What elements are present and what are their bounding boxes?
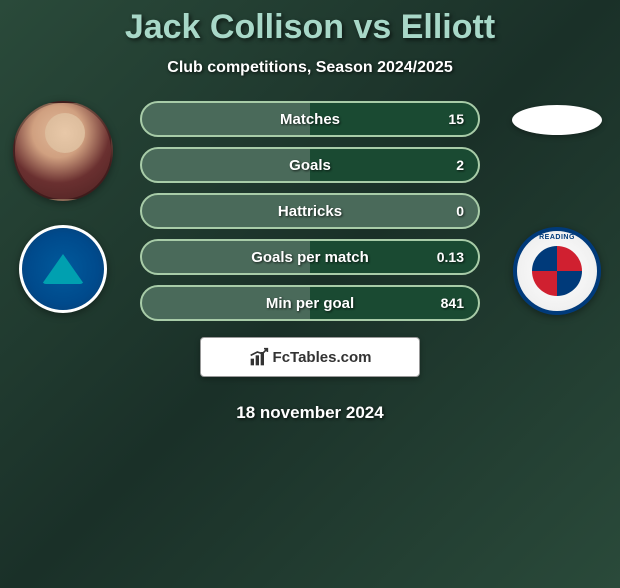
stat-row-hattricks: Hattricks 0 [140, 193, 480, 229]
bars-up-icon [249, 347, 269, 367]
stat-label: Goals per match [251, 249, 369, 266]
right-player-column: READING [502, 101, 612, 315]
stat-right-value: 2 [414, 157, 464, 173]
stat-row-goals: Goals 2 [140, 147, 480, 183]
left-club-badge [19, 225, 107, 313]
fctables-branding: FcTables.com [200, 337, 420, 377]
left-player-column [8, 101, 118, 313]
right-club-badge: READING [513, 227, 601, 315]
page-title: Jack Collison vs Elliott [0, 8, 620, 47]
stat-row-mpg: Min per goal 841 [140, 285, 480, 321]
fctables-label: FcTables.com [273, 349, 372, 366]
stat-label: Goals [289, 157, 331, 174]
stat-right-value: 0.13 [414, 249, 464, 265]
comparison-layout: Matches 15 Goals 2 Hattricks 0 Goals per… [0, 101, 620, 423]
right-player-avatar [512, 105, 602, 135]
left-player-avatar [13, 101, 113, 201]
stat-right-value: 15 [414, 111, 464, 127]
stat-label: Matches [280, 111, 340, 128]
stat-right-value: 0 [414, 203, 464, 219]
stat-label: Hattricks [278, 203, 342, 220]
stat-label: Min per goal [266, 295, 354, 312]
stat-row-matches: Matches 15 [140, 101, 480, 137]
reading-ring-text: READING [517, 234, 597, 241]
stat-right-value: 841 [414, 295, 464, 311]
date-label: 18 november 2024 [236, 403, 383, 423]
stat-row-gpm: Goals per match 0.13 [140, 239, 480, 275]
subtitle: Club competitions, Season 2024/2025 [0, 59, 620, 77]
stats-column: Matches 15 Goals 2 Hattricks 0 Goals per… [128, 101, 492, 423]
